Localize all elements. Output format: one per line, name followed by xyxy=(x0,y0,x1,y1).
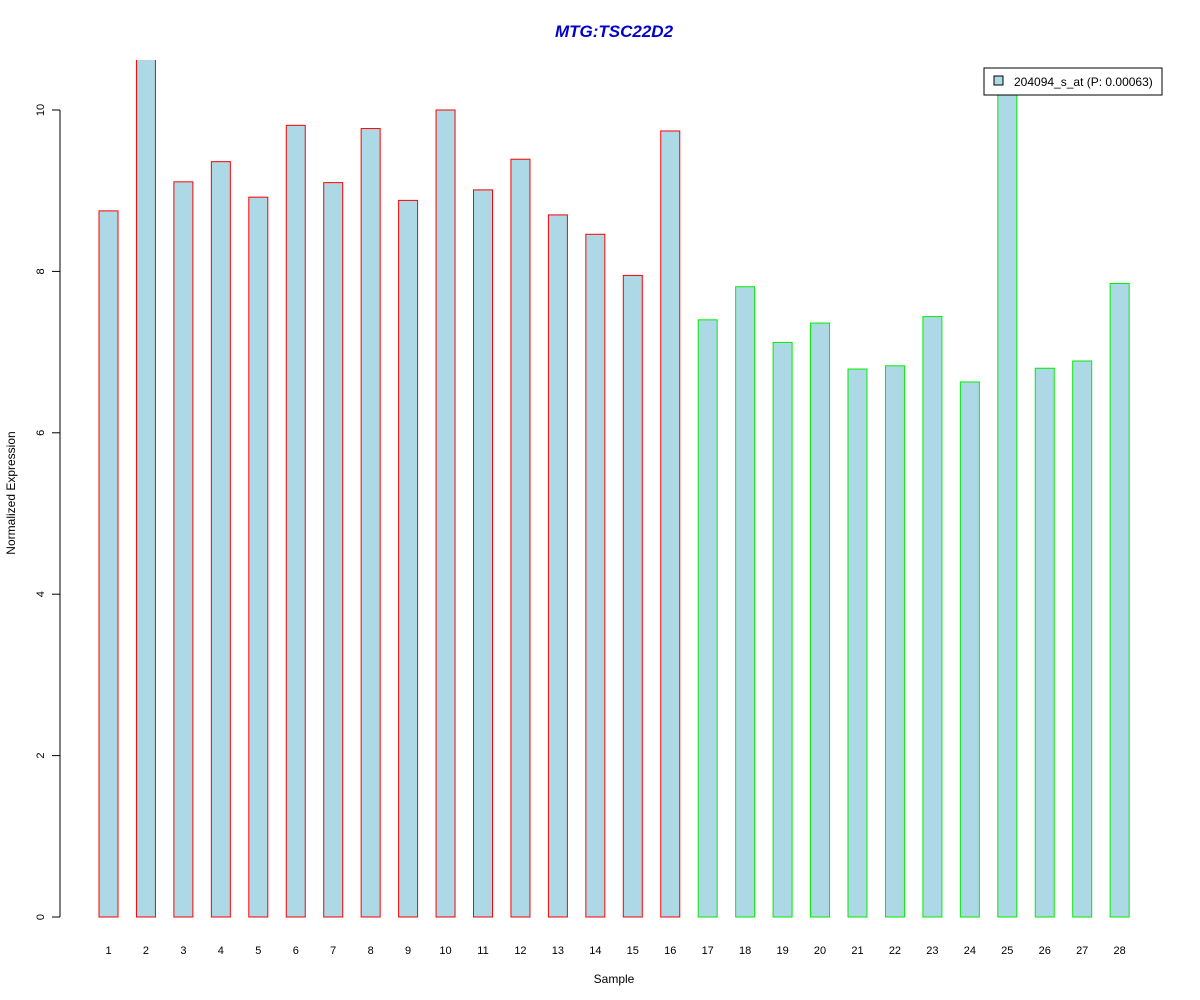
bar-sample-22 xyxy=(884,365,905,918)
x-tick-label: 1 xyxy=(105,945,111,957)
bar-sample-18 xyxy=(735,286,756,918)
legend-swatch xyxy=(993,75,1004,86)
x-tick-label: 21 xyxy=(851,945,863,957)
y-tick-label: 0 xyxy=(35,914,47,920)
x-tick-label: 10 xyxy=(439,945,451,957)
bar-sample-24 xyxy=(959,381,980,918)
bar-sample-23 xyxy=(922,316,943,918)
y-tick-label: 10 xyxy=(35,104,47,116)
x-tick-label: 4 xyxy=(218,945,224,957)
bar-sample-25 xyxy=(997,77,1018,918)
x-tick-label: 23 xyxy=(926,945,938,957)
bar-sample-6 xyxy=(285,124,306,918)
chart-title: MTG:TSC22D2 xyxy=(555,22,674,41)
plot-area xyxy=(98,60,1130,918)
x-tick-label: 7 xyxy=(330,945,336,957)
x-tick-label: 19 xyxy=(776,945,788,957)
x-tick-label: 12 xyxy=(514,945,526,957)
x-tick-label: 22 xyxy=(889,945,901,957)
legend-box xyxy=(983,67,1163,96)
y-axis: 0 2 4 6 8 10 xyxy=(35,104,61,920)
bar-sample-14 xyxy=(585,233,606,918)
x-tick-label: 9 xyxy=(405,945,411,957)
bar-sample-15 xyxy=(622,274,643,918)
x-tick-label: 24 xyxy=(964,945,976,957)
bar-sample-17 xyxy=(697,319,718,918)
x-tick-label: 18 xyxy=(739,945,751,957)
bar-sample-26 xyxy=(1034,367,1055,918)
y-tick-label: 2 xyxy=(35,753,47,759)
bar-sample-10 xyxy=(435,109,456,918)
x-tick-label: 3 xyxy=(180,945,186,957)
bar-sample-19 xyxy=(772,341,793,918)
bar-sample-21 xyxy=(847,368,868,918)
bar-sample-27 xyxy=(1072,360,1093,918)
bar-sample-11 xyxy=(473,189,493,918)
x-tick-label: 26 xyxy=(1039,945,1051,957)
x-tick-label: 8 xyxy=(368,945,374,957)
bar-sample-5 xyxy=(248,196,269,918)
y-tick-label: 4 xyxy=(35,591,47,597)
x-tick-label: 16 xyxy=(664,945,676,957)
bar-sample-4 xyxy=(210,161,231,918)
legend-entry-label: 204094_s_at (P: 0.00063) xyxy=(1014,75,1153,89)
x-tick-label: 11 xyxy=(477,945,488,957)
x-tick-label: 13 xyxy=(552,945,564,957)
x-tick-label: 17 xyxy=(702,945,714,957)
x-tick-label: 28 xyxy=(1114,945,1126,957)
y-tick-label: 6 xyxy=(35,430,47,436)
x-tick-label: 2 xyxy=(143,945,149,957)
bar-sample-28 xyxy=(1109,283,1130,918)
x-tick-label: 25 xyxy=(1001,945,1013,957)
bar-sample-1 xyxy=(98,210,119,918)
bar-sample-20 xyxy=(810,322,831,918)
legend: 204094_s_at (P: 0.00063) xyxy=(983,67,1163,96)
x-tick-label: 14 xyxy=(589,945,601,957)
bar-sample-8 xyxy=(360,128,381,918)
x-tick-label: 5 xyxy=(255,945,261,957)
x-axis-label: Sample xyxy=(594,972,635,986)
bar-sample-7 xyxy=(323,182,344,918)
x-tick-label: 6 xyxy=(293,945,299,957)
y-tick-label: 8 xyxy=(35,268,47,274)
x-tick-label: 15 xyxy=(627,945,639,957)
bar-sample-13 xyxy=(547,214,568,918)
bar-sample-3 xyxy=(173,181,194,918)
bar-sample-16 xyxy=(660,130,681,918)
bar-sample-2 xyxy=(135,60,156,918)
x-tick-label: 27 xyxy=(1076,945,1088,957)
x-axis: 1 2 3 4 5 6 7 8 9 10 11 12 13 14 15 16 17 18 19 20 21 22 23 24 2… xyxy=(105,945,1125,957)
bar-sample-9 xyxy=(398,199,419,918)
x-tick-label: 20 xyxy=(814,945,826,957)
y-axis-label: Normalized Expression xyxy=(4,431,18,554)
bar-sample-12 xyxy=(510,158,531,918)
